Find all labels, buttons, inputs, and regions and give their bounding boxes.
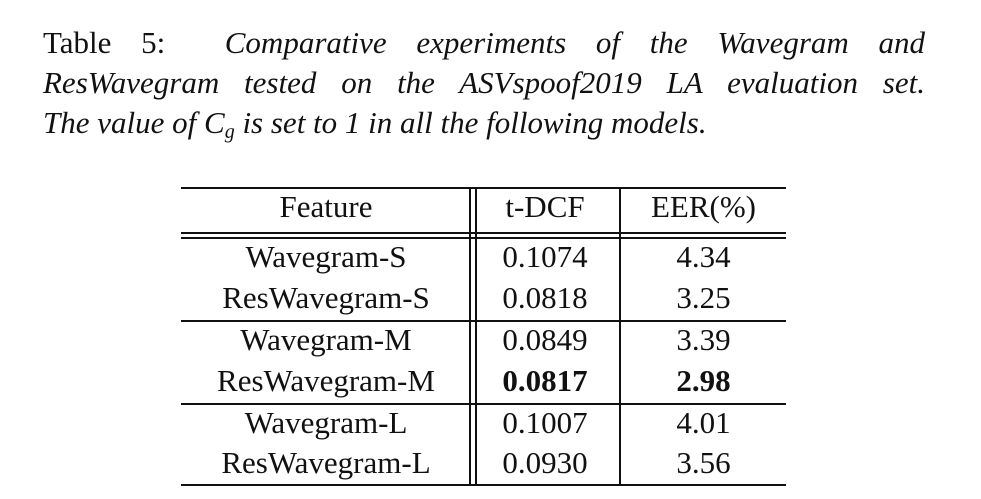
caption-line-3-pre: The value of	[43, 105, 204, 140]
group-rule-1	[181, 320, 786, 322]
row-4-feature: ResWavegram-M	[217, 363, 435, 398]
row-2-tdcf: 0.0818	[502, 280, 588, 315]
header-feature: Feature	[279, 189, 373, 224]
table-top-rule	[181, 187, 786, 189]
caption-label: Table 5:	[43, 25, 166, 60]
row-5-eer: 4.01	[676, 405, 731, 440]
row-2-eer: 3.25	[676, 280, 731, 315]
row-4-tdcf-best: 0.0817	[502, 363, 588, 398]
caption-line-1-text: Comparative experiments of the Wavegram …	[224, 25, 926, 60]
group-rule-2	[181, 403, 786, 405]
header-rule-2	[181, 237, 786, 239]
double-rule-right	[475, 187, 477, 486]
header-tdcf: t-DCF	[505, 189, 585, 224]
row-6-tdcf: 0.0930	[502, 445, 588, 480]
header-eer: EER(%)	[650, 189, 757, 224]
row-1-tdcf: 0.1074	[502, 239, 588, 274]
caption-line-2: ResWavegram tested on the ASVspoof2019 L…	[43, 63, 925, 103]
row-3-tdcf: 0.0849	[502, 322, 588, 357]
double-rule-left	[469, 187, 471, 486]
header-rule-1	[181, 232, 786, 234]
row-1-eer: 4.34	[676, 239, 731, 274]
caption-line-3: The value of Cg is set to 1 in all the f…	[43, 103, 925, 147]
row-1-feature: Wavegram-S	[245, 239, 407, 274]
row-5-tdcf: 0.1007	[502, 405, 588, 440]
row-5-feature: Wavegram-L	[244, 405, 408, 440]
caption-line-2-text: ResWavegram tested on the ASVspoof2019 L…	[43, 65, 925, 100]
row-6-eer: 3.56	[676, 445, 731, 480]
row-4-eer-best: 2.98	[676, 363, 731, 398]
table-caption: Table 5: Comparative experiments of the …	[43, 23, 925, 147]
symbol-c: C	[204, 105, 225, 140]
table-bottom-rule	[181, 484, 786, 486]
results-table: Feature t-DCF EER(%) Wavegram-S 0.1074 4…	[181, 187, 786, 487]
caption-line-1: Table 5: Comparative experiments of the …	[43, 23, 925, 63]
column-rule	[619, 187, 621, 486]
row-3-feature: Wavegram-M	[240, 322, 412, 357]
row-2-feature: ResWavegram-S	[222, 280, 430, 315]
symbol-subscript-g: g	[224, 121, 235, 143]
row-6-feature: ResWavegram-L	[221, 445, 431, 480]
caption-line-3-post: is set to 1 in all the following models.	[234, 105, 707, 140]
row-3-eer: 3.39	[676, 322, 731, 357]
